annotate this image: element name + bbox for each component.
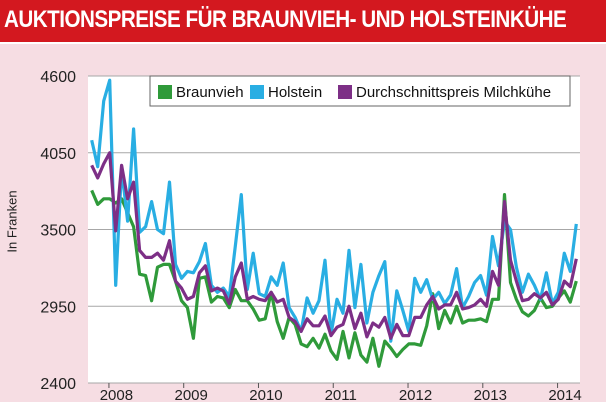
title-bar: AUKTIONSPREISE FÜR BRAUNVIEH- UND HOLSTE…	[0, 0, 606, 42]
series-line-braunvieh	[90, 189, 578, 368]
legend-label-1: Holstein	[268, 84, 322, 101]
x-tick-label-2009: 2009	[174, 387, 207, 402]
legend-label-0: Braunvieh	[176, 84, 244, 101]
x-tick-label-2014: 2014	[548, 387, 581, 402]
legend-swatch-2	[338, 85, 352, 99]
y-tick-label-2400: 2400	[40, 376, 76, 393]
legend-box	[149, 75, 571, 107]
y-tick-label-2950: 2950	[40, 299, 76, 316]
series-line-durchschnittspreis-milchk-he	[90, 151, 578, 340]
x-tick-label-2013: 2013	[474, 387, 507, 402]
legend-swatch-1	[250, 85, 264, 99]
x-tick-label-2008: 2008	[100, 387, 133, 402]
legend-swatch-0	[158, 85, 172, 99]
x-tick-label-2012: 2012	[399, 387, 432, 402]
legend-label-2: Durchschnittspreis Milchkühe	[356, 84, 551, 101]
x-tick-label-2011: 2011	[325, 387, 357, 402]
y-tick-label-3500: 3500	[40, 223, 76, 240]
y-tick-label-4600: 4600	[40, 69, 76, 86]
y-tick-label-4050: 4050	[40, 146, 76, 163]
title-divider	[0, 42, 606, 44]
series-line-holstein	[90, 78, 578, 343]
chart-title: AUKTIONSPREISE FÜR BRAUNVIEH- UND HOLSTE…	[4, 6, 567, 33]
x-tick-label-2010: 2010	[249, 387, 282, 402]
